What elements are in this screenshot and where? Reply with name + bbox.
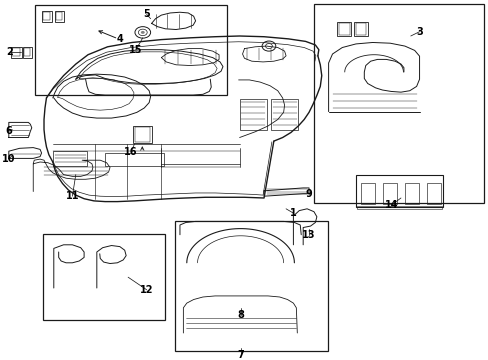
Text: 2: 2 <box>6 47 13 57</box>
Bar <box>133 126 151 143</box>
Text: 12: 12 <box>140 285 153 295</box>
Text: 5: 5 <box>143 9 150 19</box>
Text: 9: 9 <box>305 189 312 199</box>
Text: 11: 11 <box>65 191 79 201</box>
Bar <box>35 5 227 95</box>
Bar <box>135 127 149 142</box>
Text: 7: 7 <box>237 350 244 360</box>
Bar <box>355 175 442 207</box>
Text: 4: 4 <box>116 34 123 44</box>
Bar <box>175 221 327 351</box>
Bar <box>271 99 298 130</box>
Bar <box>55 11 63 22</box>
Bar <box>11 47 21 58</box>
Text: 6: 6 <box>5 126 12 136</box>
Bar <box>23 47 32 58</box>
Bar <box>355 23 366 35</box>
Text: 10: 10 <box>2 154 16 164</box>
Bar <box>356 206 441 209</box>
Bar <box>239 99 266 130</box>
Text: 1: 1 <box>289 208 296 218</box>
Circle shape <box>141 31 144 34</box>
Bar <box>338 23 349 35</box>
Text: 13: 13 <box>302 230 315 240</box>
Bar <box>56 12 61 20</box>
Bar <box>12 48 20 56</box>
Bar <box>360 183 374 204</box>
Bar <box>24 48 30 56</box>
Bar <box>43 12 50 20</box>
Bar <box>43 234 165 320</box>
Bar <box>427 183 440 204</box>
Bar <box>313 4 483 203</box>
Bar <box>382 183 396 204</box>
Bar <box>405 183 418 204</box>
Bar <box>41 11 52 22</box>
Text: 15: 15 <box>129 45 142 55</box>
Bar <box>105 153 163 166</box>
Bar <box>353 22 367 36</box>
Text: 16: 16 <box>124 147 138 157</box>
Bar <box>53 151 87 166</box>
Text: 8: 8 <box>237 310 244 320</box>
Text: 14: 14 <box>384 200 397 210</box>
Text: 3: 3 <box>415 27 422 37</box>
Bar <box>337 22 350 36</box>
